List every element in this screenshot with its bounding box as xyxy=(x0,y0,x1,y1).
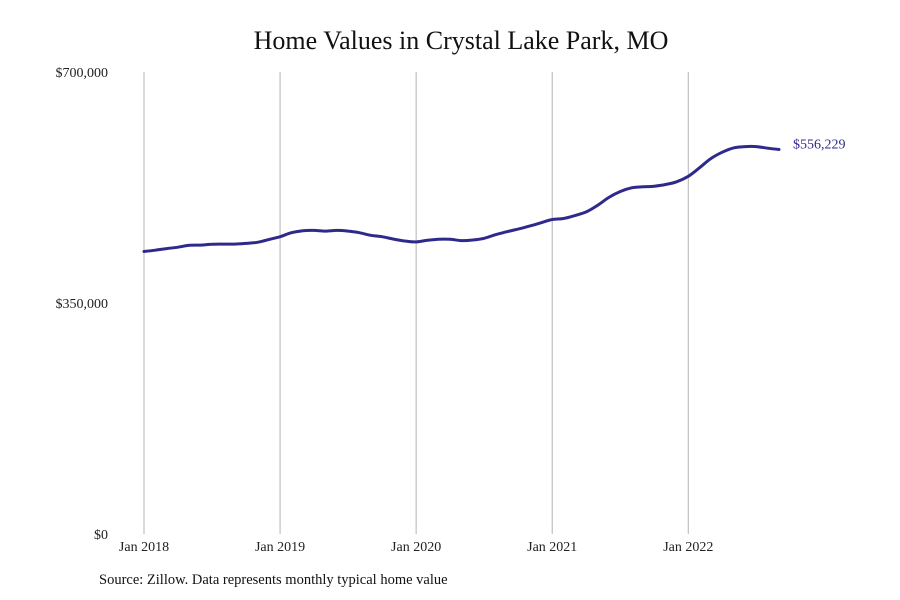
axis-labels: Jan 2018 Jan 2019 Jan 2020 Jan 2021 Jan 2022… xyxy=(56,66,714,555)
series-layer: $556,229 xyxy=(142,138,846,253)
chart-title: Home Values in Crystal Lake Park, MO xyxy=(253,26,669,55)
y-tick-label: $0 xyxy=(94,528,108,543)
x-tick-label: Jan 2021 xyxy=(527,540,577,555)
x-tick-label: Jan 2022 xyxy=(663,540,713,555)
x-tick-label: Jan 2019 xyxy=(255,540,305,555)
x-tick-label: Jan 2020 xyxy=(391,540,441,555)
series-line xyxy=(142,144,781,253)
x-tick-label: Jan 2018 xyxy=(119,540,169,555)
y-tick-label: $350,000 xyxy=(56,297,109,312)
end-value-label: $556,229 xyxy=(793,138,846,153)
y-tick-label: $700,000 xyxy=(56,66,109,81)
grid-lines xyxy=(143,72,689,534)
chart-source-note: Source: Zillow. Data represents monthly … xyxy=(99,572,448,588)
